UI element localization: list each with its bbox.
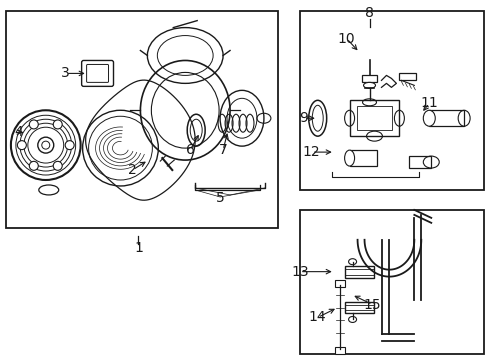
Bar	[344, 305, 374, 310]
Ellipse shape	[362, 99, 376, 106]
Bar	[408, 156, 430, 168]
Text: 11: 11	[420, 96, 437, 110]
Text: 1: 1	[134, 241, 142, 255]
Circle shape	[38, 137, 54, 153]
Text: 10: 10	[337, 32, 355, 46]
Bar	[349, 100, 399, 136]
Text: 3: 3	[61, 66, 70, 80]
Bar	[344, 302, 374, 314]
Text: 2: 2	[128, 163, 137, 177]
Text: 15: 15	[363, 297, 381, 311]
Circle shape	[29, 161, 38, 170]
Text: 7: 7	[218, 143, 227, 157]
Text: 6: 6	[185, 143, 194, 157]
Text: 5: 5	[215, 191, 224, 205]
Bar	[344, 266, 374, 278]
Ellipse shape	[363, 82, 375, 88]
Bar	[334, 347, 344, 354]
Bar	[299, 210, 483, 354]
Text: 14: 14	[308, 310, 326, 324]
Circle shape	[53, 161, 62, 170]
Bar	[344, 269, 374, 275]
Bar	[6, 11, 277, 228]
Text: 8: 8	[365, 6, 373, 20]
Bar	[334, 280, 344, 287]
Ellipse shape	[344, 150, 354, 166]
Text: 12: 12	[302, 145, 320, 159]
Circle shape	[65, 141, 74, 150]
Bar	[361, 75, 377, 82]
Circle shape	[53, 120, 62, 129]
Text: 4: 4	[15, 125, 23, 139]
Text: 13: 13	[290, 265, 308, 279]
Bar	[299, 11, 483, 190]
Circle shape	[18, 141, 26, 150]
Circle shape	[29, 120, 38, 129]
Ellipse shape	[423, 110, 434, 126]
Text: 9: 9	[299, 111, 307, 125]
Bar	[428, 110, 463, 126]
Bar	[399, 73, 415, 80]
Bar	[356, 106, 392, 130]
Bar	[349, 150, 377, 166]
